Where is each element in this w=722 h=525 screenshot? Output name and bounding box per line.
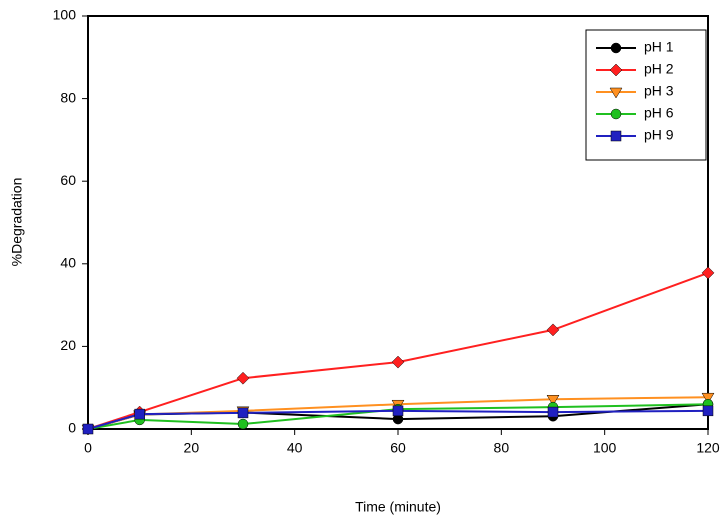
y-tick-label: 80 <box>60 89 76 105</box>
x-tick-label: 100 <box>593 440 617 456</box>
plot-frame <box>87 15 709 430</box>
marker <box>610 108 622 120</box>
marker <box>701 266 715 280</box>
y-tick-label: 20 <box>60 337 76 353</box>
marker <box>82 423 94 435</box>
marker <box>546 323 560 337</box>
marker <box>609 63 623 77</box>
marker <box>134 408 145 420</box>
x-tick-label: 20 <box>184 440 200 456</box>
x-tick-label: 40 <box>287 440 303 456</box>
legend-label: pH 9 <box>644 127 674 143</box>
x-tick-label: 80 <box>494 440 510 456</box>
legend: pH 1 pH 2 pH 3 pH 6 pH 9 <box>585 29 707 161</box>
marker <box>237 418 249 430</box>
legend-label: pH 1 <box>644 39 674 55</box>
marker <box>609 87 623 99</box>
legend-label: pH 2 <box>644 61 674 77</box>
marker <box>392 405 404 417</box>
y-axis-title: %Degradation <box>9 178 25 267</box>
y-tick-label: 60 <box>60 172 76 188</box>
marker <box>236 371 250 385</box>
legend-label: pH 3 <box>644 83 674 99</box>
series-line <box>87 403 709 430</box>
y-tick-label: 0 <box>68 420 76 436</box>
legend-label: pH 6 <box>644 105 674 121</box>
series-line <box>87 271 709 430</box>
series-line <box>87 409 709 430</box>
marker <box>610 130 622 142</box>
marker <box>391 355 405 369</box>
marker <box>702 405 714 417</box>
marker <box>610 42 622 54</box>
marker <box>547 406 559 418</box>
x-axis-title: Time (minute) <box>355 499 441 515</box>
marker <box>546 395 560 406</box>
marker <box>237 407 249 419</box>
y-tick-label: 40 <box>60 255 76 271</box>
y-tick-label: 100 <box>53 7 77 23</box>
marker <box>701 392 715 404</box>
x-tick-label: 120 <box>696 440 720 456</box>
x-tick-label: 0 <box>84 440 92 456</box>
legend-box <box>585 29 707 161</box>
x-tick-label: 60 <box>390 440 406 456</box>
